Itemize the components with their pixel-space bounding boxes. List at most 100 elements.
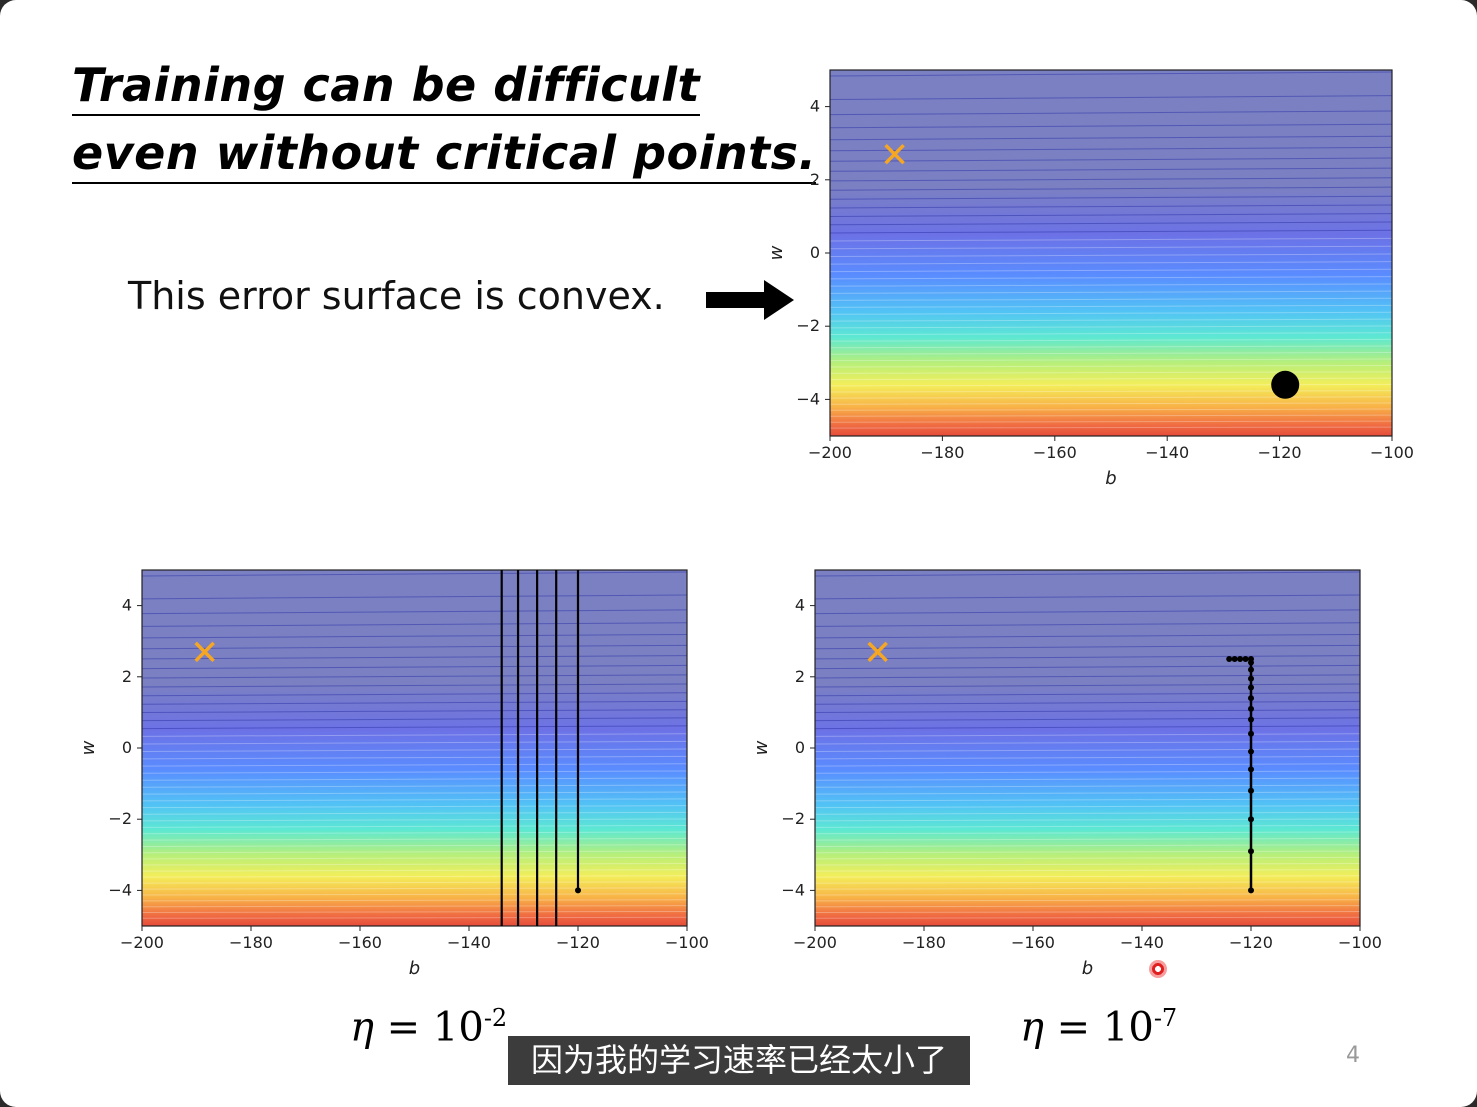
contour-line xyxy=(141,740,688,745)
contour-line xyxy=(141,763,688,767)
path-point xyxy=(1248,675,1254,682)
contour-line xyxy=(141,905,688,908)
contour-line xyxy=(829,325,1393,329)
contour-line xyxy=(814,875,1361,878)
path-point xyxy=(1248,787,1254,794)
x-axis-label: b xyxy=(1105,468,1116,489)
contour-line xyxy=(829,402,1393,405)
contour-line xyxy=(814,818,1361,822)
eta-exponent: -7 xyxy=(1153,1004,1178,1032)
contour-line xyxy=(141,674,688,679)
x-tick-label: −120 xyxy=(1229,933,1273,952)
contour-lines xyxy=(814,571,1361,919)
contour-line xyxy=(814,717,1361,722)
contour-line xyxy=(829,245,1393,250)
contour-line xyxy=(814,725,1361,730)
path-point xyxy=(1248,730,1254,737)
contour-line xyxy=(829,204,1393,209)
x-tick-label: −100 xyxy=(665,933,709,952)
contour-line xyxy=(829,177,1393,182)
contour-line xyxy=(814,692,1361,697)
x-tick-label: −200 xyxy=(793,933,837,952)
eta-value: = 10 xyxy=(373,1004,484,1051)
path-point xyxy=(1248,848,1254,855)
video-subtitle: 因为我的学习速率已经太小了 xyxy=(508,1036,970,1085)
contour-line xyxy=(141,733,688,737)
x-tick-label: −200 xyxy=(120,933,164,952)
contour-line xyxy=(814,869,1361,872)
slide-title-line2: even without critical points. xyxy=(72,126,817,184)
contour-line xyxy=(141,805,688,809)
contour-line xyxy=(814,905,1361,908)
contour-line xyxy=(814,709,1361,714)
y-tick-label: −4 xyxy=(108,880,132,899)
contour-line xyxy=(814,594,1361,600)
convex-statement: This error surface is convex. xyxy=(128,274,665,318)
contour-plot-top: −200 −180 −160 −140 −120 −100 4 2 0 −2 −4 b w xyxy=(766,69,1414,489)
contour-line xyxy=(141,916,688,919)
contour-line xyxy=(829,146,1393,152)
y-tick-label: 2 xyxy=(795,667,805,686)
page-number: 4 xyxy=(1346,1043,1360,1068)
contour-line xyxy=(814,811,1361,815)
mouse-cursor-indicator xyxy=(1149,960,1167,978)
contour-line xyxy=(141,791,688,795)
contour-line xyxy=(141,622,688,627)
eta-exponent: -2 xyxy=(483,1004,508,1032)
contour-line xyxy=(814,571,1361,577)
contour-line xyxy=(829,377,1393,381)
contour-line xyxy=(829,237,1393,242)
contour-lines xyxy=(829,71,1393,429)
start-point xyxy=(1271,370,1300,399)
contour-fill xyxy=(142,570,687,926)
contour-line xyxy=(814,683,1361,688)
x-axis-label: b xyxy=(409,958,420,979)
contour-line xyxy=(141,633,688,639)
y-axis-label: w xyxy=(766,245,787,260)
y-tick-label: 2 xyxy=(122,667,132,686)
y-tick-label: 0 xyxy=(795,738,805,757)
right-arrow-icon xyxy=(706,280,794,320)
contour-line xyxy=(829,352,1393,355)
y-axis-label: w xyxy=(78,740,99,755)
contour-line xyxy=(814,844,1361,847)
contour-line xyxy=(829,338,1393,342)
contour-line xyxy=(829,290,1393,294)
contour-line xyxy=(141,609,688,615)
contour-line xyxy=(141,831,688,835)
contour-fill xyxy=(830,70,1392,436)
contour-line xyxy=(829,364,1393,368)
contour-line xyxy=(141,881,688,884)
contour-line xyxy=(814,916,1361,919)
contour-line xyxy=(829,318,1393,322)
contour-line xyxy=(814,837,1361,841)
contour-line xyxy=(829,157,1393,162)
x-tick-label: −140 xyxy=(447,933,491,952)
contour-line xyxy=(814,893,1361,896)
y-tick-label: 2 xyxy=(810,170,820,189)
path-point xyxy=(1226,656,1233,662)
contour-line xyxy=(814,856,1361,860)
contour-line xyxy=(141,811,688,815)
path-point xyxy=(1248,666,1254,673)
learning-rate-left: η = 10-2 xyxy=(350,1004,507,1050)
x-tick-label: −180 xyxy=(229,933,273,952)
contour-line xyxy=(141,837,688,841)
contour-line xyxy=(829,390,1393,393)
path-point xyxy=(1248,716,1254,723)
contour-line xyxy=(829,95,1393,100)
contour-line xyxy=(829,253,1393,258)
contour-line xyxy=(141,692,688,697)
contour-line xyxy=(829,426,1393,429)
contour-lines xyxy=(141,571,688,919)
x-tick-label: −100 xyxy=(1338,933,1382,952)
contour-line xyxy=(814,622,1361,627)
contour-line xyxy=(814,863,1361,866)
x-tick-label: −100 xyxy=(1370,443,1414,462)
contour-line xyxy=(141,899,688,902)
contour-line xyxy=(814,777,1361,781)
contour-line xyxy=(814,644,1361,650)
path-point xyxy=(1248,816,1254,823)
plot-top: −200 −180 −160 −140 −120 −100 4 2 0 −2 −4 b w xyxy=(750,60,1430,504)
